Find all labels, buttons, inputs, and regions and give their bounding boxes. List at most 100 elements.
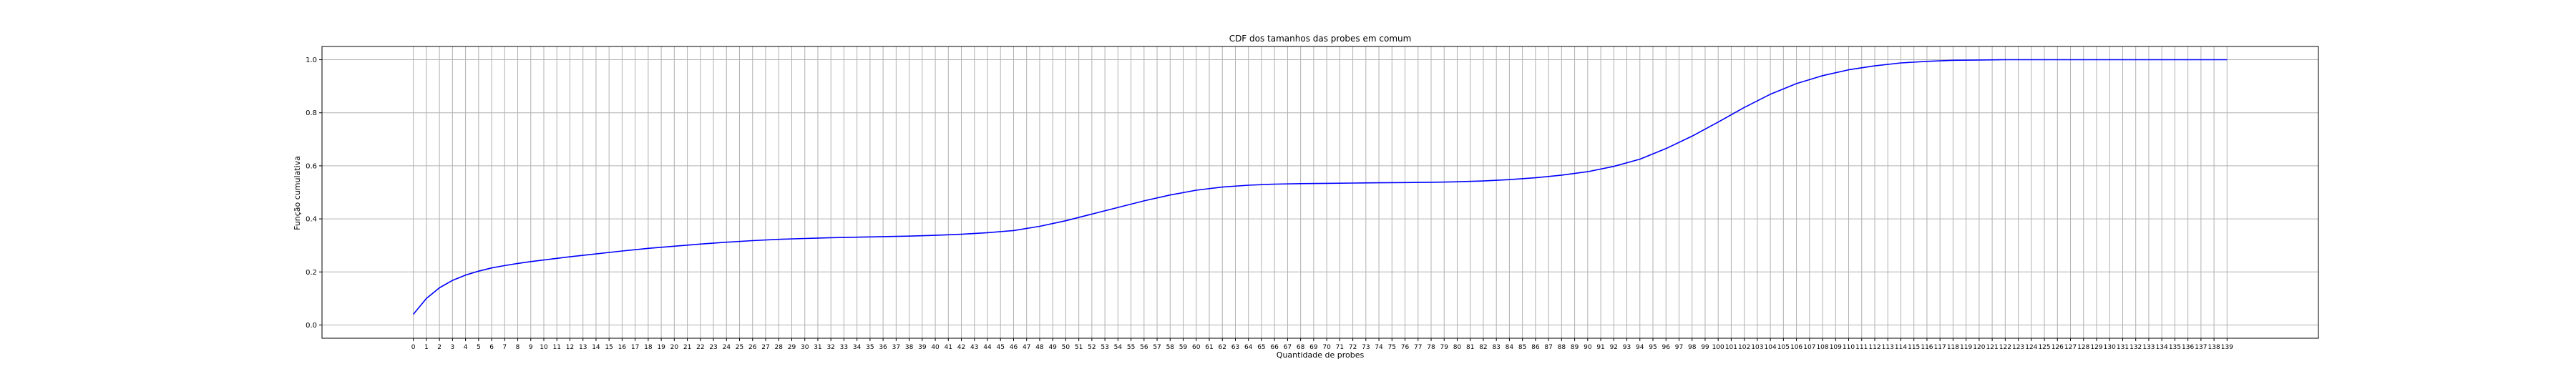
x-tick-label: 105: [1777, 344, 1790, 351]
y-tick-label: 0.6: [306, 162, 317, 170]
x-axis-label: Quantidade de probes: [1277, 350, 1365, 360]
x-tick-label: 30: [801, 344, 809, 351]
x-tick-label: 32: [826, 344, 834, 351]
x-tick-label: 99: [1701, 344, 1709, 351]
x-tick-label: 111: [1855, 344, 1868, 351]
x-tick-label: 74: [1375, 344, 1383, 351]
x-tick-label: 35: [866, 344, 874, 351]
x-tick-label: 26: [748, 344, 757, 351]
x-tick-label: 86: [1531, 344, 1540, 351]
chart-title: CDF dos tamanhos das probes em comum: [1229, 34, 1412, 44]
x-tick-label: 65: [1257, 344, 1265, 351]
x-tick-label: 120: [1973, 344, 1985, 351]
x-tick-label: 135: [2169, 344, 2181, 351]
x-tick-label: 10: [540, 344, 548, 351]
x-tick-label: 78: [1427, 344, 1435, 351]
x-tick-label: 60: [1192, 344, 1201, 351]
x-tick-label: 48: [1035, 344, 1044, 351]
x-tick-label: 118: [1947, 344, 1959, 351]
x-tick-label: 46: [1010, 344, 1018, 351]
x-tick-label: 11: [553, 344, 561, 351]
x-tick-label: 3: [450, 344, 454, 351]
x-tick-label: 38: [905, 344, 914, 351]
x-tick-label: 20: [670, 344, 679, 351]
x-tick-label: 58: [1166, 344, 1175, 351]
x-tick-label: 107: [1803, 344, 1815, 351]
x-tick-label: 51: [1075, 344, 1083, 351]
x-tick-label: 43: [970, 344, 978, 351]
x-tick-label: 37: [892, 344, 900, 351]
x-tick-label: 64: [1244, 344, 1253, 351]
x-tick-label: 44: [983, 344, 992, 351]
x-tick-label: 39: [918, 344, 927, 351]
x-tick-label: 29: [788, 344, 796, 351]
x-tick-label: 79: [1440, 344, 1449, 351]
x-tick-label: 22: [696, 344, 704, 351]
x-tick-label: 139: [2221, 344, 2233, 351]
x-tick-label: 27: [761, 344, 769, 351]
series-layer: [412, 59, 2228, 315]
x-tick-label: 119: [1960, 344, 1972, 351]
x-tick-label: 55: [1127, 344, 1135, 351]
x-tick-label: 125: [2038, 344, 2050, 351]
x-tick-label: 68: [1297, 344, 1305, 351]
x-tick-label: 117: [1934, 344, 1946, 351]
x-tick-label: 24: [723, 344, 731, 351]
x-tick-label: 93: [1623, 344, 1631, 351]
x-tick-label: 36: [879, 344, 887, 351]
x-tick-label: 25: [736, 344, 743, 351]
x-tick-label: 124: [2025, 344, 2037, 351]
x-tick-label: 8: [516, 344, 520, 351]
x-tick-label: 114: [1895, 344, 1907, 351]
x-tick-label: 54: [1114, 344, 1123, 351]
x-tick-label: 98: [1688, 344, 1697, 351]
x-tick-label: 87: [1544, 344, 1552, 351]
x-tick-label: 67: [1284, 344, 1292, 351]
x-tick-label: 84: [1506, 344, 1514, 351]
x-tick-label: 31: [814, 344, 821, 351]
x-tick-label: 108: [1816, 344, 1828, 351]
x-tick-label: 113: [1882, 344, 1894, 351]
x-tick-label: 19: [657, 344, 665, 351]
x-tick-label: 116: [1921, 344, 1933, 351]
x-tick-label: 80: [1453, 344, 1462, 351]
x-tick-label: 76: [1401, 344, 1410, 351]
x-tick-label: 45: [997, 344, 1005, 351]
x-tick-label: 88: [1558, 344, 1566, 351]
x-tick-label: 121: [1986, 344, 1999, 351]
x-tick-label: 132: [2129, 344, 2142, 351]
x-tick-label: 126: [2051, 344, 2064, 351]
x-tick-label: 63: [1231, 344, 1239, 351]
cdf-line: [412, 59, 2228, 315]
plot-frame: [321, 46, 2319, 339]
x-tick-label: 122: [1999, 344, 2011, 351]
x-tick-label: 42: [957, 344, 965, 351]
x-tick-label: 103: [1751, 344, 1763, 351]
y-tick-label: 0.4: [306, 216, 317, 224]
x-tick-label: 49: [1048, 344, 1057, 351]
x-tick-label: 89: [1571, 344, 1579, 351]
x-tick-label: 127: [2064, 344, 2077, 351]
x-tick-label: 71: [1336, 344, 1344, 351]
y-tick-label: 0.0: [306, 322, 317, 330]
x-tick-label: 12: [566, 344, 574, 351]
x-tick-label: 33: [840, 344, 848, 351]
x-tick-label: 138: [2208, 344, 2220, 351]
x-tick-label: 90: [1584, 344, 1592, 351]
x-tick-label: 61: [1205, 344, 1213, 351]
x-tick-label: 85: [1518, 344, 1526, 351]
y-tick-label: 1.0: [306, 56, 317, 64]
x-tick-label: 23: [709, 344, 717, 351]
x-tick-label: 7: [502, 344, 507, 351]
x-tick-label: 66: [1270, 344, 1279, 351]
x-tick-label: 112: [1868, 344, 1880, 351]
x-tick-label: 50: [1062, 344, 1070, 351]
x-tick-label: 81: [1466, 344, 1474, 351]
x-tick-label: 62: [1219, 344, 1226, 351]
x-tick-label: 104: [1765, 344, 1777, 351]
x-tick-label: 72: [1349, 344, 1357, 351]
x-tick-label: 13: [579, 344, 587, 351]
x-tick-label: 129: [2090, 344, 2102, 351]
x-tick-label: 6: [489, 344, 494, 351]
x-tick-label: 100: [1712, 344, 1724, 351]
